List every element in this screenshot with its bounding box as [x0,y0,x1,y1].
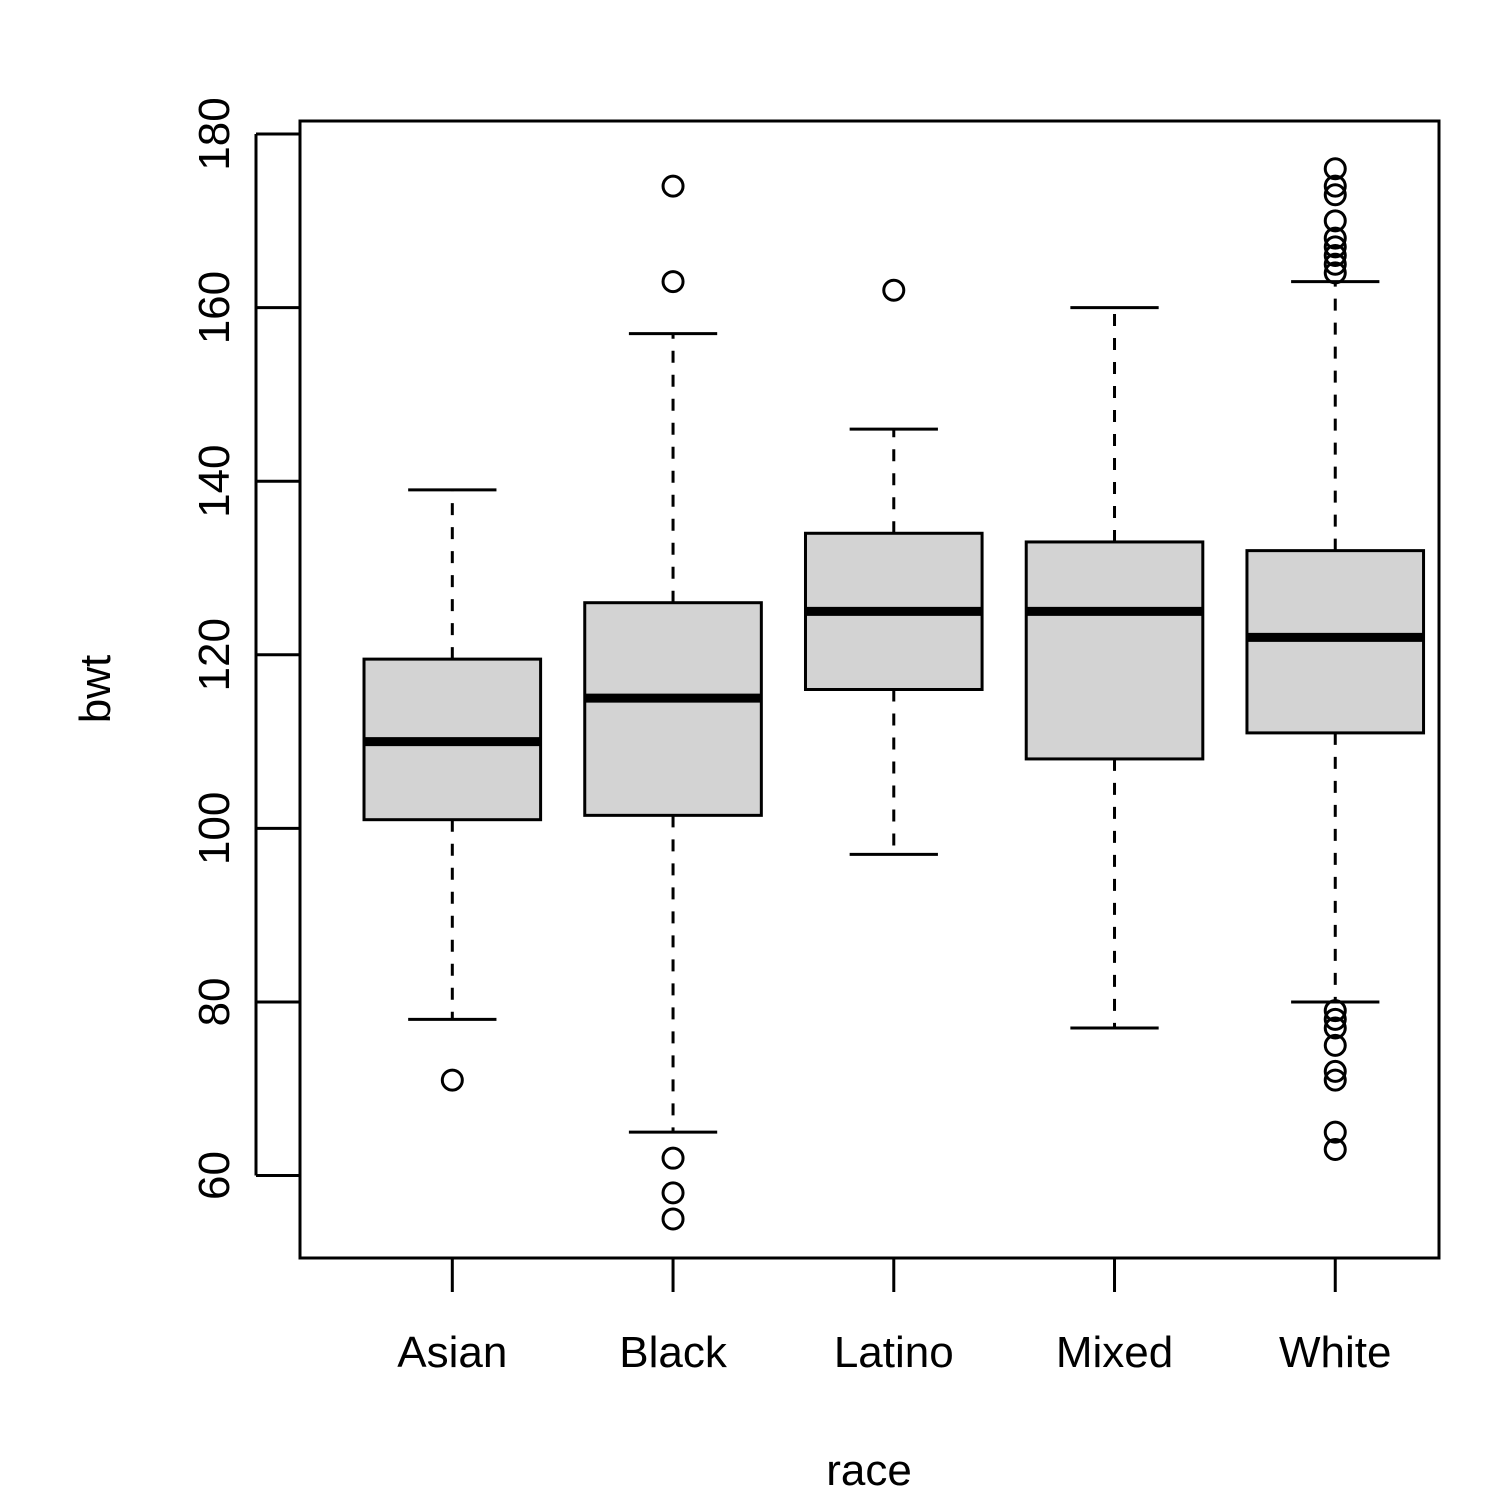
iqr-box [583,601,763,817]
outlier-point [1323,1016,1347,1040]
outlier-point [440,1068,464,1092]
outlier-point [882,278,906,302]
y-tick-label: 160 [190,271,239,344]
box-mixed [1024,306,1205,1030]
outlier-point [1323,183,1347,207]
x-tick-label: Black [619,1328,728,1377]
y-axis-title: bwt [71,655,120,723]
x-axis: Asian Black Latino Mixed White [397,1256,1391,1377]
outlier-point [1323,1059,1347,1083]
x-tick-label: Mixed [1056,1328,1173,1377]
outlier-point [661,1146,685,1170]
outlier-point [1323,244,1347,268]
outlier-point [661,174,685,198]
outlier-point [1323,1033,1347,1057]
box-white [1245,157,1426,1162]
outlier-point [661,270,685,294]
x-tick-label: Asian [397,1328,507,1377]
plot-area [362,157,1426,1231]
y-tick-label: 80 [190,977,239,1026]
x-tick-label: Latino [834,1328,954,1377]
outlier-point [1323,261,1347,285]
outlier-point [1323,999,1347,1023]
outlier-point [1323,1068,1347,1092]
y-tick-label: 140 [190,444,239,517]
y-axis: 60 80 100 120 140 160 180 [190,97,300,1200]
outlier-point [1323,157,1347,181]
outlier-point [1323,174,1347,198]
x-tick-label: White [1279,1328,1391,1377]
outlier-point [661,1181,685,1205]
outlier-point [1323,226,1347,250]
outlier-point [1323,235,1347,259]
y-tick-label: 120 [190,618,239,691]
y-tick-label: 180 [190,97,239,170]
x-axis-title: race [826,1446,912,1495]
iqr-box [1024,540,1205,761]
outlier-point [1323,1138,1347,1162]
box-asian [362,488,543,1092]
y-tick-label: 60 [190,1151,239,1200]
outlier-point [1323,252,1347,276]
outlier-point [1323,1120,1347,1144]
y-tick-label: 100 [190,792,239,865]
outlier-point [661,1207,685,1231]
outlier-point [1323,1007,1347,1031]
outlier-point [1323,209,1347,233]
box-latino [803,278,984,856]
box-black [583,174,763,1231]
